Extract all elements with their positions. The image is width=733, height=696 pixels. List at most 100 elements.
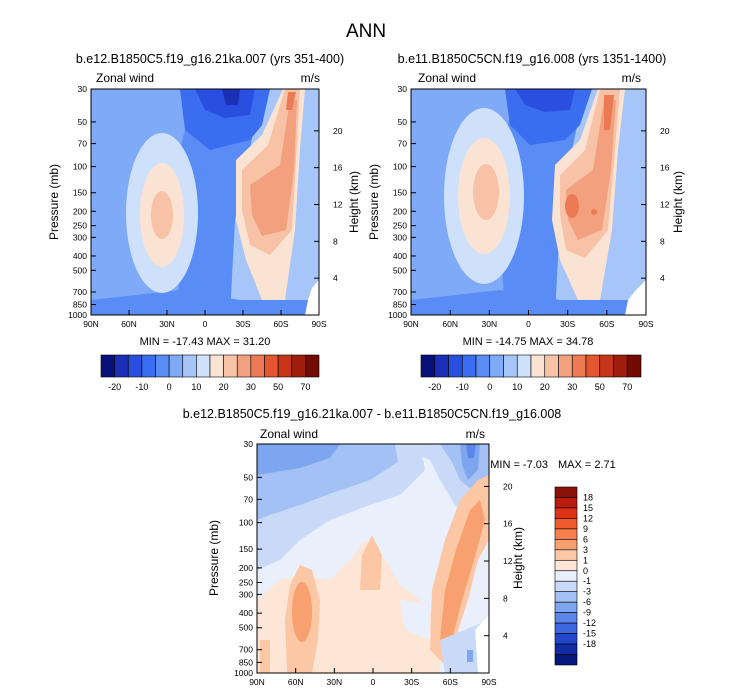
panel-b-contour-field (411, 89, 646, 315)
panel-b-ylabel: Pressure (mb) (367, 164, 381, 240)
colorbar-label: 0 (487, 382, 492, 392)
colorbar-label: 20 (219, 382, 229, 392)
colorbar-swatch (209, 354, 224, 378)
pressure-tick-label: 100 (73, 162, 87, 172)
colorbar-swatch (448, 354, 463, 378)
latitude-tick-label: 60N (442, 319, 458, 329)
panel-c-ylabel: Pressure (mb) (207, 520, 221, 596)
latitude-tick-label: 30S (404, 677, 419, 687)
panel-c-max: MAX = 2.71 (558, 459, 616, 471)
colorbar-swatch (554, 622, 578, 634)
latitude-tick-label: 30S (560, 319, 575, 329)
pressure-tick-label: 50 (244, 472, 254, 482)
height-tick-label: 12 (333, 200, 343, 210)
colorbar-label: 20 (540, 382, 550, 392)
panel-c-variable-label: Zonal wind (260, 427, 318, 441)
latitude-tick-label: 90N (83, 319, 99, 329)
latitude-tick-label: 0 (203, 319, 208, 329)
panel-c-ylabel-right: Height (km) (511, 527, 525, 589)
pressure-tick-label: 30 (244, 439, 254, 449)
pressure-tick-label: 150 (73, 188, 87, 198)
colorbar-label: 10 (191, 382, 201, 392)
colorbar-swatch (544, 354, 559, 378)
colorbar-swatch (277, 354, 293, 378)
height-tick-label: 8 (333, 236, 338, 246)
colorbar-swatch (554, 643, 578, 655)
colorbar-swatch (420, 354, 436, 378)
latitude-tick-label: 0 (371, 677, 376, 687)
colorbar-label: 70 (622, 382, 632, 392)
colorbar-label: -9 (583, 608, 591, 618)
colorbar-label: 30 (246, 382, 256, 392)
colorbar-swatch (558, 354, 573, 378)
colorbar-swatch (530, 354, 546, 378)
latitude-tick-label: 0 (526, 319, 531, 329)
colorbar-swatch (489, 354, 504, 378)
figure-title: ANN (346, 21, 386, 42)
panel-c-min: MIN = -7.03 (490, 459, 548, 471)
colorbar-label: -15 (583, 629, 596, 639)
colorbar-swatch (554, 591, 578, 603)
panel-c-contour-field (257, 444, 489, 673)
pressure-tick-label: 300 (239, 589, 253, 599)
latitude-tick-label: 90N (403, 319, 419, 329)
colorbar-swatch (554, 654, 578, 666)
pressure-tick-label: 850 (239, 657, 253, 667)
panel-a-title: b.e12.B1850C5.f19_g16.21ka.007 (yrs 351-… (76, 52, 344, 66)
panel-c: b.e12.B1850C5.f19_g16.21ka.007 - b.e11.B… (183, 407, 616, 687)
height-tick-label: 16 (503, 519, 513, 529)
colorbar-swatch (554, 518, 578, 530)
pressure-tick-label: 200 (73, 206, 87, 216)
panel-b-ylabel-right: Height (km) (671, 171, 685, 233)
pressure-tick-label: 400 (239, 608, 253, 618)
colorbar-swatch (554, 497, 578, 509)
panel-a-ylabel: Pressure (mb) (47, 164, 61, 240)
pressure-tick-label: 400 (393, 251, 407, 261)
colorbar-swatch (554, 612, 578, 624)
colorbar-swatch (127, 354, 143, 378)
latitude-tick-label: 30S (235, 319, 250, 329)
colorbar-label: -18 (583, 639, 596, 649)
colorbar-label: 50 (273, 382, 283, 392)
colorbar-label: 6 (583, 534, 588, 544)
panel-a-units-label: m/s (301, 71, 320, 85)
height-tick-label: 8 (503, 593, 508, 603)
colorbar-swatch (554, 549, 578, 561)
pressure-tick-label: 500 (239, 623, 253, 633)
colorbar-swatch (100, 354, 115, 378)
pressure-tick-label: 700 (73, 287, 87, 297)
colorbar-label: 1 (583, 555, 588, 565)
panel-a-contour-field (91, 89, 319, 315)
pressure-tick-label: 1000 (234, 668, 253, 678)
colorbar-label: 18 (583, 492, 593, 502)
latitude-tick-label: 60N (121, 319, 137, 329)
panel-b-variable-label: Zonal wind (418, 71, 476, 85)
pressure-tick-label: 50 (398, 117, 408, 127)
pressure-tick-label: 70 (78, 139, 88, 149)
colorbar-swatch (554, 539, 578, 551)
colorbar-label: -3 (583, 587, 591, 597)
colorbar-swatch (613, 354, 628, 378)
height-tick-label: 4 (503, 631, 508, 641)
height-tick-label: 12 (660, 200, 670, 210)
latitude-tick-label: 90S (638, 319, 653, 329)
height-tick-label: 4 (333, 273, 338, 283)
pressure-tick-label: 400 (73, 251, 87, 261)
colorbar-swatch (155, 354, 170, 378)
colorbar-swatch (585, 354, 601, 378)
colorbar-label: -10 (135, 382, 148, 392)
height-tick-label: 20 (503, 481, 513, 491)
colorbar-swatch (554, 580, 578, 593)
colorbar-swatch (168, 354, 184, 378)
colorbar-swatch (554, 559, 578, 572)
pressure-tick-label: 850 (73, 300, 87, 310)
panel-b-colorbar: -20 -10 0 10 20 30 50 70 (420, 354, 642, 392)
pressure-tick-label: 150 (239, 544, 253, 554)
colorbar-label: 3 (583, 545, 588, 555)
panel-a-colorbar: -20 -10 0 10 20 30 50 70 (100, 354, 320, 392)
pressure-tick-label: 850 (393, 300, 407, 310)
colorbar-swatch (434, 354, 449, 378)
colorbar-swatch (626, 354, 642, 378)
